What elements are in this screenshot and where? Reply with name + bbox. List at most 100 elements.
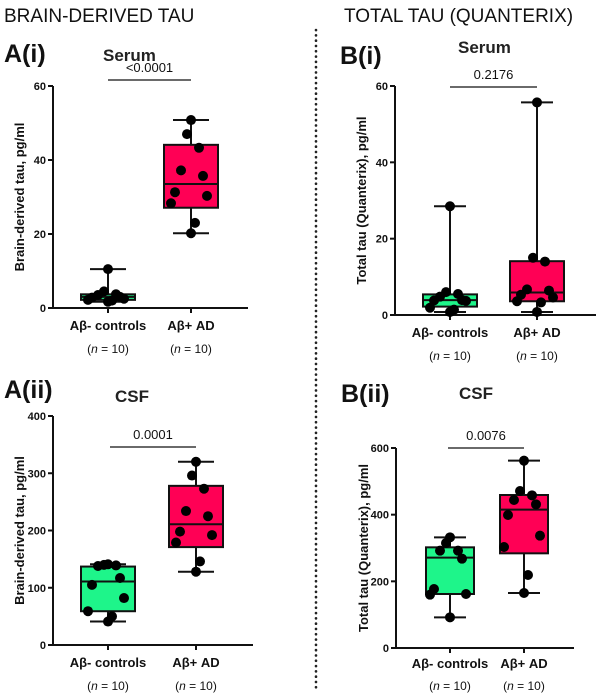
data-point	[166, 198, 176, 209]
data-point	[512, 296, 522, 307]
panel-label: A(ii)	[4, 376, 53, 404]
y-tick-label: 100	[28, 583, 46, 595]
p-value-label: <0.0001	[126, 60, 173, 75]
n-label: (n = 10)	[175, 679, 217, 693]
data-point	[87, 579, 97, 590]
data-point	[182, 129, 192, 140]
data-point	[527, 490, 537, 501]
data-point	[509, 495, 519, 505]
series-controls	[80, 264, 136, 307]
y-tick-label: 20	[34, 229, 46, 241]
y-tick-label: 60	[376, 81, 388, 93]
data-point	[119, 293, 129, 304]
data-point	[457, 553, 467, 564]
data-point	[536, 297, 546, 308]
p-value-label: 0.0076	[466, 428, 506, 443]
panel-a-i: A(i) Serum Brain-derived tau, pg/ml 0 20 40 60…	[4, 40, 248, 356]
data-point	[186, 115, 196, 126]
y-tick-label: 400	[28, 411, 46, 423]
series-ad	[163, 115, 219, 239]
data-point	[453, 545, 463, 556]
data-point	[445, 306, 455, 317]
data-point	[441, 538, 451, 548]
x-tick-label: Aβ+ AD	[500, 656, 547, 671]
y-tick-label: 200	[371, 576, 389, 588]
x-tick-label: Aβ+ AD	[167, 318, 214, 333]
data-point	[523, 570, 533, 580]
n-label: (n = 10)	[516, 349, 558, 363]
x-tick-label: Aβ+ AD	[172, 655, 219, 670]
data-point	[202, 190, 212, 201]
panel-title: CSF	[115, 387, 149, 406]
p-value-label: 0.0001	[133, 427, 173, 442]
n-label: (n = 10)	[503, 679, 545, 693]
data-point	[548, 292, 558, 303]
n-label: (n = 10)	[87, 679, 129, 693]
data-point	[532, 306, 542, 317]
data-point	[83, 294, 93, 305]
data-point	[207, 530, 217, 541]
y-axis-label: Brain-derived tau, pg/ml	[12, 123, 27, 272]
panel-title: Serum	[458, 38, 511, 57]
data-point	[103, 296, 113, 307]
y-tick-label: 600	[371, 443, 389, 455]
data-point	[445, 201, 455, 212]
data-point	[535, 530, 545, 541]
data-point	[191, 566, 201, 577]
data-point	[425, 589, 435, 600]
data-point	[503, 510, 513, 520]
y-tick-label: 60	[34, 81, 46, 93]
y-tick-label: 300	[28, 468, 46, 480]
panel-b-ii: B(ii) CSF Total tau (Quanterix), pg/ml 0 200…	[341, 380, 574, 693]
data-point	[199, 483, 209, 494]
data-point	[191, 456, 201, 467]
data-point	[190, 217, 200, 228]
y-axis-label: Total tau (Quanterix), pg/ml	[356, 464, 371, 632]
y-axis-label: Brain-derived tau, pg/ml	[12, 456, 27, 605]
data-point	[203, 511, 213, 522]
y-tick-label: 0	[383, 643, 389, 655]
y-tick-label: 40	[34, 155, 46, 167]
panel-a-ii: A(ii) CSF Brain-derived tau, pg/ml 0 100 200 3…	[4, 376, 253, 693]
x-tick-label: Aβ- controls	[70, 655, 147, 670]
series-ad	[168, 456, 224, 577]
data-point	[187, 470, 197, 481]
y-tick-label: 20	[376, 234, 388, 246]
y-tick-label: 40	[376, 157, 388, 169]
header-left: BRAIN-DERIVED TAU	[4, 6, 194, 27]
series-ad	[509, 97, 565, 317]
data-point	[170, 187, 180, 198]
x-tick-label: Aβ- controls	[412, 325, 489, 340]
data-point	[515, 486, 525, 496]
panel-b-i: B(i) Serum Total tau (Quanterix), pg/ml 0 20…	[340, 38, 596, 363]
panel-label: B(i)	[340, 42, 382, 70]
data-point	[198, 170, 208, 181]
y-axis-label: Total tau (Quanterix), pg/ml	[354, 116, 369, 284]
data-point	[194, 142, 204, 153]
data-point	[519, 588, 529, 598]
data-point	[531, 499, 541, 510]
data-point	[519, 455, 529, 466]
series-controls	[80, 559, 136, 627]
panel-title: Serum	[103, 46, 156, 65]
data-point	[103, 264, 113, 275]
data-point	[532, 97, 542, 108]
data-point	[195, 556, 205, 567]
y-tick-label: 200	[28, 526, 46, 538]
y-tick-label: 400	[371, 510, 389, 522]
header-right: TOTAL TAU (QUANTERIX)	[344, 6, 573, 27]
box	[425, 546, 475, 595]
data-point	[83, 606, 93, 617]
data-point	[93, 560, 103, 571]
n-label: (n = 10)	[429, 349, 471, 363]
data-point	[171, 537, 181, 548]
y-tick-label: 0	[40, 303, 46, 315]
data-point	[176, 165, 186, 176]
panel-title: CSF	[459, 384, 493, 403]
data-point	[119, 593, 129, 604]
n-label: (n = 10)	[87, 342, 129, 356]
data-point	[175, 526, 185, 537]
data-point	[540, 256, 550, 267]
series-controls	[422, 201, 478, 317]
